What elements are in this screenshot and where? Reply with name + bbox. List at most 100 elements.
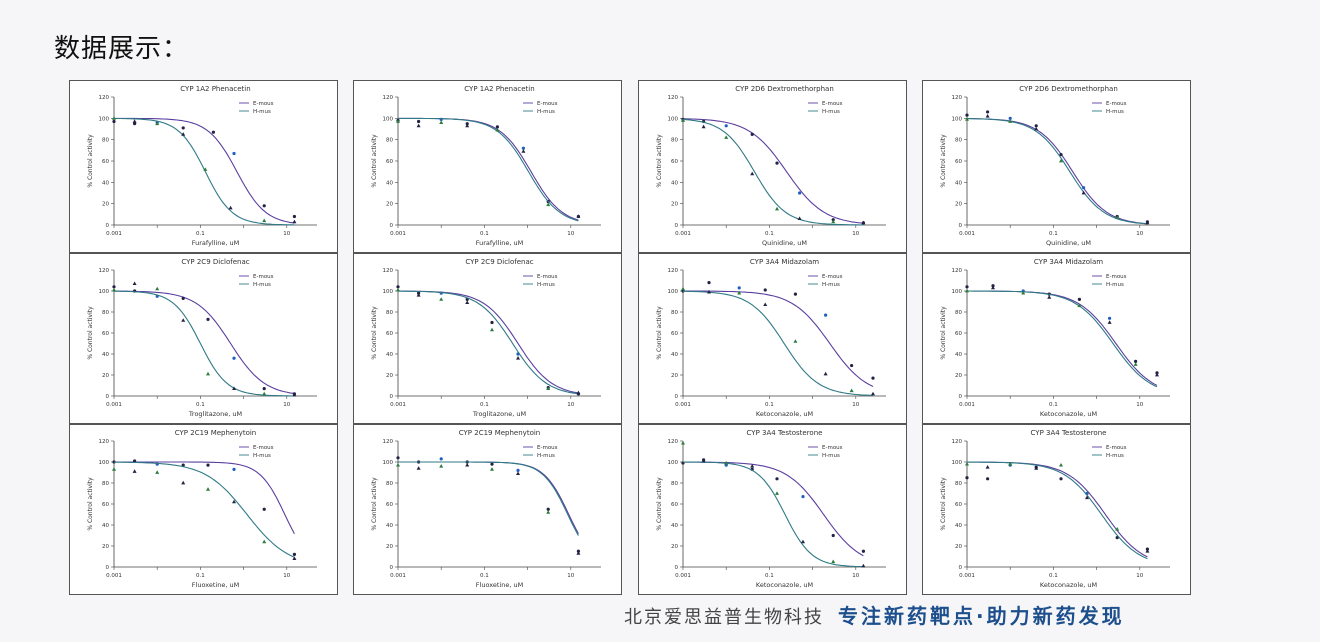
- y-tick-label: 60: [955, 159, 962, 165]
- y-tick-label: 0: [675, 565, 679, 571]
- data-point: [576, 390, 581, 395]
- y-tick-label: 120: [952, 439, 963, 445]
- y-tick-label: 60: [102, 331, 109, 337]
- y-tick-label: 20: [102, 202, 109, 208]
- data-point: [793, 339, 798, 343]
- axis-lines: [682, 97, 886, 226]
- x-axis-label: Ketoconazole, uM: [756, 410, 813, 418]
- x-tick-label: 0.001: [390, 402, 406, 408]
- data-point: [870, 391, 875, 396]
- data-point: [1021, 290, 1026, 295]
- y-tick-label: 100: [952, 460, 963, 466]
- data-point: [793, 292, 798, 296]
- legend-label: H-mus: [1106, 453, 1124, 459]
- dose-response-chart: CYP 2C19 Mephenytoin 0 20 40 60 80 100 120 % Con…: [371, 429, 601, 589]
- data-point: [211, 130, 216, 134]
- x-tick-label: 10: [567, 573, 574, 579]
- fit-curve: [398, 461, 579, 534]
- x-tick-label: 0.1: [765, 231, 774, 237]
- fit-curve: [114, 461, 295, 534]
- y-tick-label: 0: [106, 394, 110, 400]
- fit-curve: [398, 290, 579, 395]
- data-point: [465, 462, 470, 467]
- y-axis-label: % Control activity: [87, 477, 94, 531]
- y-tick-label: 120: [952, 95, 963, 101]
- data-point: [133, 459, 137, 463]
- y-tick-label: 120: [99, 439, 110, 445]
- data-point: [965, 285, 969, 289]
- data-point: [232, 386, 237, 391]
- data-point: [985, 465, 990, 469]
- data-point: [576, 551, 581, 555]
- y-tick-label: 60: [386, 502, 393, 508]
- legend-label: E-mous: [253, 445, 274, 451]
- data-point: [701, 458, 706, 463]
- company-name: 北京爱思益普生物科技: [624, 607, 824, 628]
- x-tick-label: 0.1: [765, 402, 774, 408]
- y-tick-label: 0: [959, 394, 963, 400]
- y-tick-label: 40: [386, 180, 393, 186]
- data-point: [801, 495, 805, 499]
- data-point: [681, 440, 685, 445]
- data-point: [181, 126, 185, 130]
- x-tick-label: 0.001: [106, 402, 122, 408]
- data-point: [112, 116, 116, 120]
- data-point: [262, 391, 267, 396]
- x-tick-label: 0.1: [480, 573, 489, 579]
- y-tick-label: 20: [386, 202, 393, 208]
- data-point: [181, 296, 185, 300]
- x-axis-label: Quinidine, uM: [1046, 239, 1091, 247]
- chart-panel: CYP 2C19 Mephenytoin 0 20 40 60 80 100 120 % Con…: [353, 424, 622, 595]
- fit-curve: [967, 290, 1158, 386]
- y-tick-label: 20: [102, 373, 109, 379]
- fit-curve: [966, 117, 1148, 225]
- x-tick-label: 10: [1136, 402, 1143, 408]
- y-tick-label: 0: [106, 565, 110, 571]
- data-point: [861, 563, 866, 568]
- x-tick-label: 0.1: [196, 573, 205, 579]
- data-point: [546, 507, 550, 511]
- data-point: [823, 371, 828, 376]
- data-point: [1059, 158, 1064, 163]
- fit-curve: [398, 461, 579, 536]
- y-tick-label: 40: [386, 352, 393, 358]
- x-tick-label: 0.1: [196, 402, 205, 408]
- data-point: [576, 214, 581, 218]
- data-point: [750, 464, 755, 468]
- y-tick-label: 60: [102, 502, 109, 508]
- data-point: [824, 313, 828, 317]
- axis-lines: [397, 270, 601, 397]
- chart-panel: CYP 1A2 Phenacetin 0 20 40 60 80 100 120 % Contr…: [69, 80, 338, 253]
- data-point: [1081, 190, 1086, 195]
- data-point: [801, 539, 806, 544]
- y-tick-label: 60: [671, 502, 678, 508]
- data-point: [490, 320, 494, 325]
- data-point: [292, 392, 297, 397]
- y-tick-label: 0: [675, 223, 679, 229]
- data-point: [1034, 124, 1038, 128]
- y-tick-label: 40: [955, 180, 962, 186]
- data-point: [292, 219, 297, 224]
- x-axis-label: Ketoconazole, uM: [756, 581, 813, 589]
- x-tick-label: 10: [283, 573, 290, 579]
- data-point: [262, 218, 267, 223]
- data-point: [490, 462, 494, 466]
- y-tick-label: 40: [102, 352, 109, 358]
- legend-label: E-mous: [537, 274, 558, 280]
- y-tick-label: 80: [386, 310, 393, 316]
- y-tick-label: 0: [390, 223, 394, 229]
- legend-label: E-mous: [822, 445, 843, 451]
- x-tick-label: 0.1: [765, 573, 774, 579]
- data-point: [416, 293, 421, 297]
- y-tick-label: 80: [671, 138, 678, 144]
- y-tick-label: 20: [102, 544, 109, 550]
- fit-curve: [114, 290, 295, 395]
- data-point: [516, 471, 521, 475]
- data-point: [232, 467, 236, 471]
- y-tick-label: 80: [955, 138, 962, 144]
- x-tick-label: 10: [1136, 573, 1143, 579]
- dose-response-chart: CYP 2C19 Mephenytoin 0 20 40 60 80 100 120 % Con…: [87, 429, 317, 589]
- data-point: [986, 110, 990, 114]
- slogan: 专注新药靶点·助力新药发现: [838, 604, 1125, 628]
- fit-curve: [398, 290, 579, 394]
